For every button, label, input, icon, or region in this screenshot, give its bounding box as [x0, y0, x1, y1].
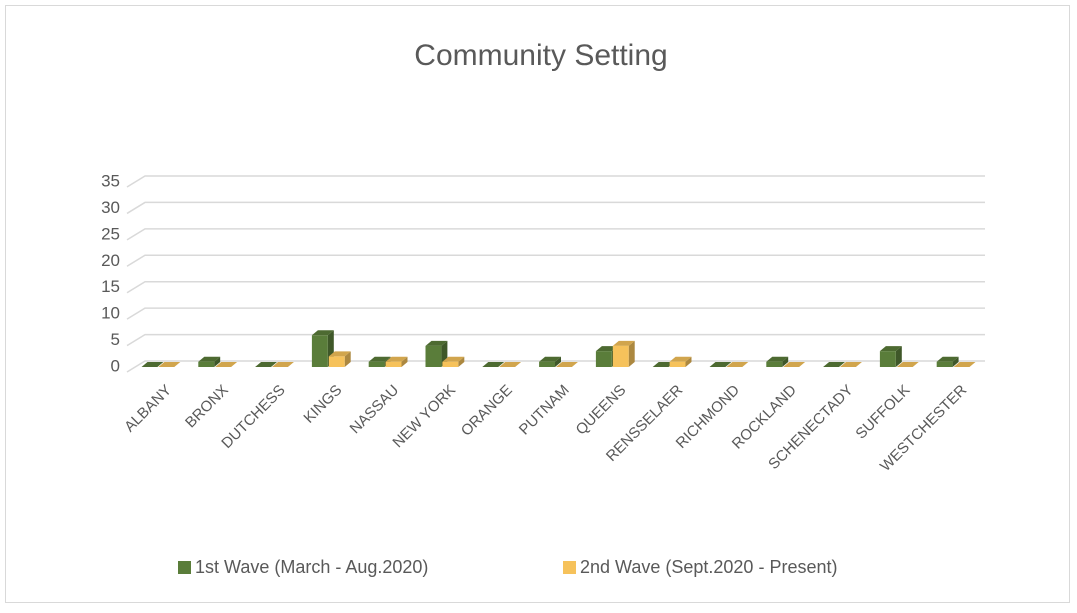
bar [612, 345, 629, 367]
legend-label: 2nd Wave (Sept.2020 - Present) [580, 557, 837, 577]
legend-swatch [178, 561, 191, 574]
bar [198, 361, 215, 367]
grid-line [126, 360, 985, 373]
bar [385, 361, 402, 367]
bar-top [726, 362, 749, 367]
bar-side [401, 356, 408, 367]
bar-side [952, 356, 959, 367]
bar [539, 361, 555, 367]
bar [425, 345, 442, 367]
bar-top [385, 356, 408, 362]
bar-top [783, 362, 806, 367]
legend-label: 1st Wave (March - Aug.2020) [195, 557, 428, 577]
bar [669, 361, 686, 367]
bar-top [442, 356, 465, 362]
bar-top [215, 362, 238, 367]
bar-top [556, 362, 578, 367]
bar-top [272, 362, 294, 367]
bar-top [328, 351, 351, 357]
chart-title: Community Setting [414, 39, 667, 72]
bar-side [458, 356, 465, 367]
bar [936, 361, 953, 367]
bar [328, 356, 345, 367]
bar-top [595, 346, 618, 352]
bar-top [823, 362, 845, 367]
y-tick-label: 5 [111, 330, 120, 349]
bar-top [499, 362, 522, 367]
chart-border [5, 5, 1070, 603]
bar-top [255, 362, 277, 367]
bar-top [652, 362, 675, 367]
grid-line [126, 333, 985, 347]
legend-swatch [563, 561, 576, 574]
y-tick-label: 15 [101, 277, 120, 296]
bar-top [840, 362, 862, 367]
y-tick-label: 25 [101, 224, 120, 243]
bar [442, 361, 459, 367]
bar-side [555, 356, 561, 367]
grid-line [126, 175, 985, 188]
bar-top [141, 362, 164, 367]
bar [311, 335, 328, 367]
bar-side [214, 356, 221, 367]
bar-top [936, 356, 959, 362]
y-tick-label: 20 [101, 251, 120, 270]
bar-side [685, 356, 692, 367]
bar-side [895, 346, 902, 367]
bar [368, 361, 385, 367]
y-tick-label: 30 [101, 198, 120, 217]
y-tick-label: 10 [101, 304, 120, 323]
bar-side [782, 356, 789, 367]
y-tick-label: 0 [111, 356, 120, 375]
bar [595, 351, 612, 367]
bar-top [425, 340, 448, 346]
bar-top [896, 362, 919, 367]
bar-top [669, 356, 692, 362]
bar-side [628, 340, 635, 367]
bar-top [879, 346, 902, 352]
bar-top [158, 362, 181, 367]
bar-top [953, 362, 976, 367]
bar-top [198, 356, 221, 362]
bar-top [766, 356, 789, 362]
grid-line [126, 307, 985, 320]
bar-top [709, 362, 732, 367]
bar-top [482, 362, 505, 367]
bar [766, 361, 783, 367]
grid-line [126, 280, 985, 294]
bar-top [311, 330, 334, 336]
bar-side [344, 351, 351, 367]
bar-top [539, 356, 561, 362]
y-tick-label: 35 [101, 171, 120, 190]
grid-line [126, 201, 985, 215]
bar-top [368, 356, 391, 362]
grid-line [126, 228, 985, 241]
bar [879, 351, 896, 367]
grid-line [126, 254, 985, 267]
bar-top [612, 340, 635, 346]
